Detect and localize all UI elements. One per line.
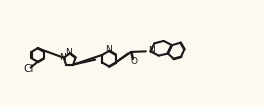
Text: Cl: Cl — [23, 64, 34, 74]
Text: N: N — [65, 48, 72, 57]
Text: N: N — [106, 45, 112, 54]
Text: N: N — [148, 46, 154, 55]
Text: O: O — [130, 57, 137, 66]
Text: N: N — [59, 53, 66, 62]
